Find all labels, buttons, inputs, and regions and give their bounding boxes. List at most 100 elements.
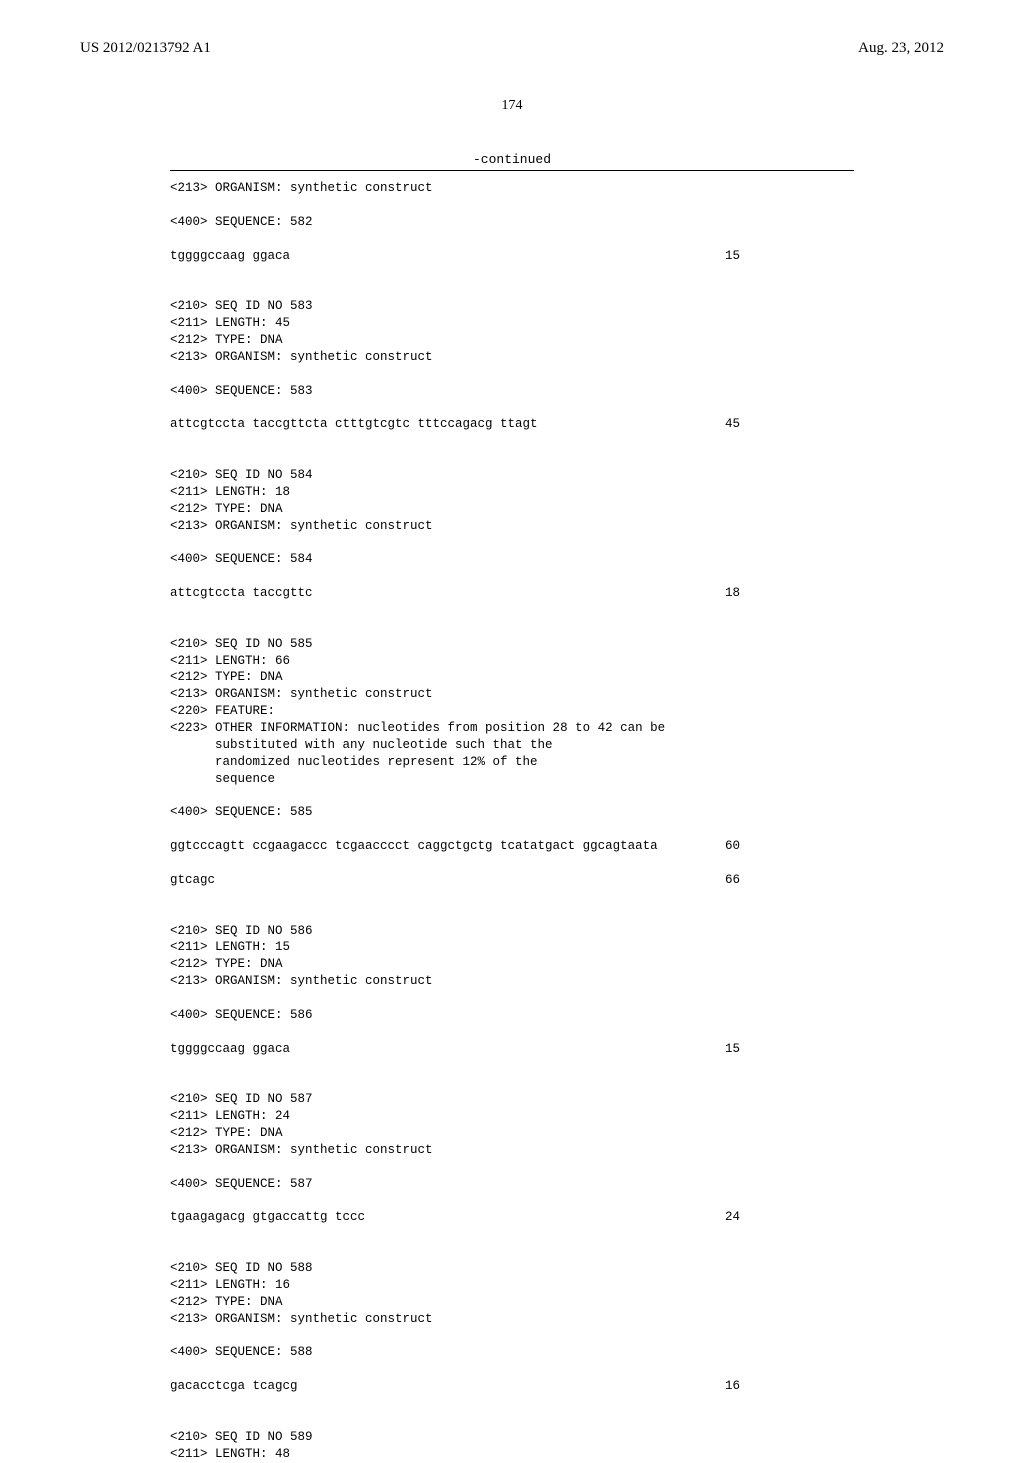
listing-line: sequence [170, 771, 854, 788]
blank-line [170, 1193, 854, 1210]
blank-line [170, 602, 854, 619]
blank-line [170, 264, 854, 281]
listing-line: <213> ORGANISM: synthetic construct [170, 1311, 854, 1328]
blank-line [170, 1395, 854, 1412]
blank-line [170, 889, 854, 906]
sequence-text: gacacctcga tcagcg [170, 1378, 298, 1395]
header: US 2012/0213792 A1 Aug. 23, 2012 [80, 40, 944, 57]
listing-line: substituted with any nucleotide such tha… [170, 737, 854, 754]
sequence-count: 66 [725, 872, 740, 889]
listing-line: <212> TYPE: DNA [170, 501, 854, 518]
listing-line: <211> LENGTH: 66 [170, 653, 854, 670]
sequence-line: attcgtccta taccgttcta ctttgtcgtc tttccag… [170, 416, 740, 433]
blank-line [170, 788, 854, 805]
listing-line: <212> TYPE: DNA [170, 1125, 854, 1142]
listing-line: <213> ORGANISM: synthetic construct [170, 518, 854, 535]
listing-line: <220> FEATURE: [170, 703, 854, 720]
page-number: 174 [0, 98, 1024, 114]
listing-line: <211> LENGTH: 48 [170, 1446, 854, 1463]
sequence-listing: <213> ORGANISM: synthetic construct <400… [170, 180, 854, 1463]
blank-line [170, 366, 854, 383]
listing-line: <210> SEQ ID NO 587 [170, 1091, 854, 1108]
sequence-text: tggggccaag ggaca [170, 248, 290, 265]
listing-line: <400> SEQUENCE: 585 [170, 804, 854, 821]
blank-line [170, 990, 854, 1007]
blank-line [170, 399, 854, 416]
blank-line [170, 1074, 854, 1091]
horizontal-rule [170, 170, 854, 171]
listing-line: <212> TYPE: DNA [170, 1294, 854, 1311]
sequence-line: tgaagagacg gtgaccattg tccc 24 [170, 1209, 740, 1226]
listing-line: <210> SEQ ID NO 583 [170, 298, 854, 315]
blank-line [170, 1243, 854, 1260]
page: US 2012/0213792 A1 Aug. 23, 2012 174 -co… [0, 0, 1024, 1320]
listing-line: <210> SEQ ID NO 588 [170, 1260, 854, 1277]
listing-line: <210> SEQ ID NO 584 [170, 467, 854, 484]
listing-line: <213> ORGANISM: synthetic construct [170, 686, 854, 703]
listing-line: <400> SEQUENCE: 584 [170, 551, 854, 568]
listing-line: <211> LENGTH: 15 [170, 939, 854, 956]
pub-number: US 2012/0213792 A1 [80, 40, 211, 57]
listing-line: <400> SEQUENCE: 583 [170, 383, 854, 400]
sequence-line: gacacctcga tcagcg 16 [170, 1378, 740, 1395]
blank-line [170, 821, 854, 838]
listing-line: <400> SEQUENCE: 588 [170, 1344, 854, 1361]
listing-line: <211> LENGTH: 24 [170, 1108, 854, 1125]
listing-line: <212> TYPE: DNA [170, 332, 854, 349]
listing-line: <212> TYPE: DNA [170, 956, 854, 973]
sequence-line: tggggccaag ggaca 15 [170, 1041, 740, 1058]
sequence-count: 15 [725, 248, 740, 265]
sequence-text: tggggccaag ggaca [170, 1041, 290, 1058]
listing-line: <400> SEQUENCE: 586 [170, 1007, 854, 1024]
blank-line [170, 1058, 854, 1075]
blank-line [170, 619, 854, 636]
listing-line: randomized nucleotides represent 12% of … [170, 754, 854, 771]
listing-line: <213> ORGANISM: synthetic construct [170, 1142, 854, 1159]
pub-date: Aug. 23, 2012 [858, 40, 944, 57]
blank-line [170, 1412, 854, 1429]
listing-line: <212> TYPE: DNA [170, 669, 854, 686]
listing-line: <210> SEQ ID NO 585 [170, 636, 854, 653]
blank-line [170, 855, 854, 872]
blank-line [170, 568, 854, 585]
listing-line: <400> SEQUENCE: 582 [170, 214, 854, 231]
listing-line: <213> ORGANISM: synthetic construct [170, 180, 854, 197]
sequence-count: 24 [725, 1209, 740, 1226]
sequence-count: 16 [725, 1378, 740, 1395]
blank-line [170, 450, 854, 467]
blank-line [170, 1024, 854, 1041]
sequence-count: 60 [725, 838, 740, 855]
blank-line [170, 197, 854, 214]
sequence-count: 45 [725, 416, 740, 433]
listing-line: <213> ORGANISM: synthetic construct [170, 349, 854, 366]
sequence-count: 15 [725, 1041, 740, 1058]
blank-line [170, 534, 854, 551]
sequence-line: attcgtccta taccgttc 18 [170, 585, 740, 602]
sequence-line: tggggccaag ggaca 15 [170, 248, 740, 265]
sequence-text: ggtcccagtt ccgaagaccc tcgaacccct caggctg… [170, 838, 658, 855]
blank-line [170, 1361, 854, 1378]
sequence-text: attcgtccta taccgttcta ctttgtcgtc tttccag… [170, 416, 538, 433]
blank-line [170, 906, 854, 923]
sequence-line: ggtcccagtt ccgaagaccc tcgaacccct caggctg… [170, 838, 740, 855]
listing-line: <211> LENGTH: 18 [170, 484, 854, 501]
blank-line [170, 1226, 854, 1243]
listing-line: <213> ORGANISM: synthetic construct [170, 973, 854, 990]
listing-line: <210> SEQ ID NO 586 [170, 923, 854, 940]
sequence-text: gtcagc [170, 872, 215, 889]
blank-line [170, 1328, 854, 1345]
blank-line [170, 231, 854, 248]
continued-label: -continued [0, 152, 1024, 167]
listing-line: <211> LENGTH: 16 [170, 1277, 854, 1294]
listing-line: <211> LENGTH: 45 [170, 315, 854, 332]
blank-line [170, 433, 854, 450]
sequence-count: 18 [725, 585, 740, 602]
sequence-text: attcgtccta taccgttc [170, 585, 313, 602]
blank-line [170, 1159, 854, 1176]
listing-line: <223> OTHER INFORMATION: nucleotides fro… [170, 720, 854, 737]
listing-line: <210> SEQ ID NO 589 [170, 1429, 854, 1446]
sequence-text: tgaagagacg gtgaccattg tccc [170, 1209, 365, 1226]
listing-line: <400> SEQUENCE: 587 [170, 1176, 854, 1193]
blank-line [170, 281, 854, 298]
sequence-line: gtcagc 66 [170, 872, 740, 889]
